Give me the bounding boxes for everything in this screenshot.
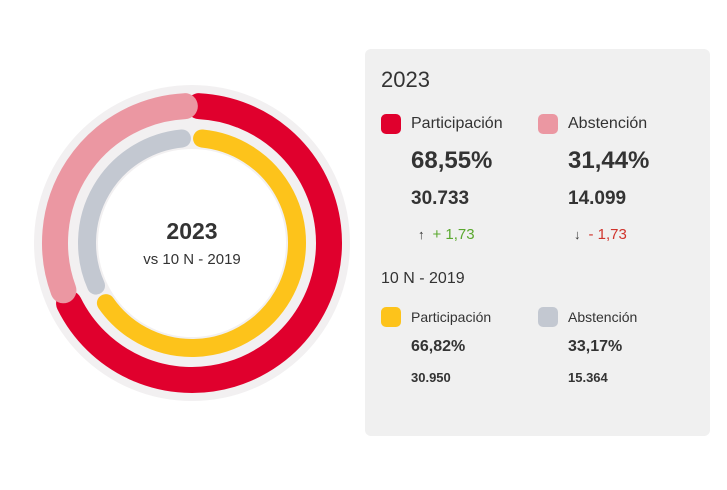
legend-participacion-2023: Participación: [381, 114, 503, 134]
arrow-up-icon: ↑: [418, 227, 425, 242]
diff-abstencion: ↓ - 1,73: [574, 226, 627, 243]
outer-arc-abstencion: [42, 93, 198, 304]
percent-participacion-2023: 68,55%: [411, 147, 493, 174]
swatch-participacion-2023: [381, 114, 401, 134]
legend-label-participacion-2023: Participación: [411, 115, 503, 132]
inner-arc-abstencion: [78, 129, 191, 295]
swatch-participacion-2019: [381, 307, 401, 327]
legend-participacion-2019: Participación: [381, 307, 491, 327]
percent-abstencion-2019: 33,17%: [568, 338, 623, 355]
percent-abstencion-2023: 31,44%: [568, 147, 650, 174]
percent-participacion-2019: 66,82%: [411, 338, 466, 355]
legend-abstencion-2019: Abstención: [538, 307, 637, 327]
votes-participacion-2019: 30.950: [411, 370, 451, 385]
legend-label-abstencion-2019: Abstención: [568, 309, 638, 325]
diff-participacion: ↑ + 1,73: [418, 226, 475, 243]
outer-ring-2023: [42, 93, 342, 393]
diff-value-abstencion: - 1,73: [588, 226, 627, 243]
turnout-donut-chart: 2023 vs 10 N - 2019: [34, 85, 350, 401]
legend-label-participacion-2019: Participación: [411, 309, 492, 325]
donut-center-disc: [98, 149, 286, 337]
votes-abstencion-2023: 14.099: [568, 188, 627, 209]
swatch-abstencion-2023: [538, 114, 558, 134]
legend-label-abstencion-2023: Abstención: [568, 115, 648, 132]
inner-ring-2019: [78, 129, 306, 357]
inner-arc-participacion: [96, 129, 306, 357]
donut-center-subtitle: vs 10 N - 2019: [143, 251, 241, 268]
votes-abstencion-2019: 15.364: [568, 370, 608, 385]
outer-arc-participacion: [56, 93, 342, 393]
legend-abstencion-2023: Abstención: [538, 114, 647, 134]
previous-election-title: 10 N - 2019: [381, 270, 465, 287]
swatch-abstencion-2019: [538, 307, 558, 327]
arrow-down-icon: ↓: [574, 227, 581, 242]
diff-value-participacion: + 1,73: [432, 226, 475, 243]
results-panel: 2023 Participación 68,55% 30.733 ↑ + 1,7…: [365, 49, 710, 436]
votes-participacion-2023: 30.733: [411, 188, 470, 209]
donut-center-title: 2023: [166, 218, 217, 244]
panel-title: 2023: [381, 67, 430, 92]
